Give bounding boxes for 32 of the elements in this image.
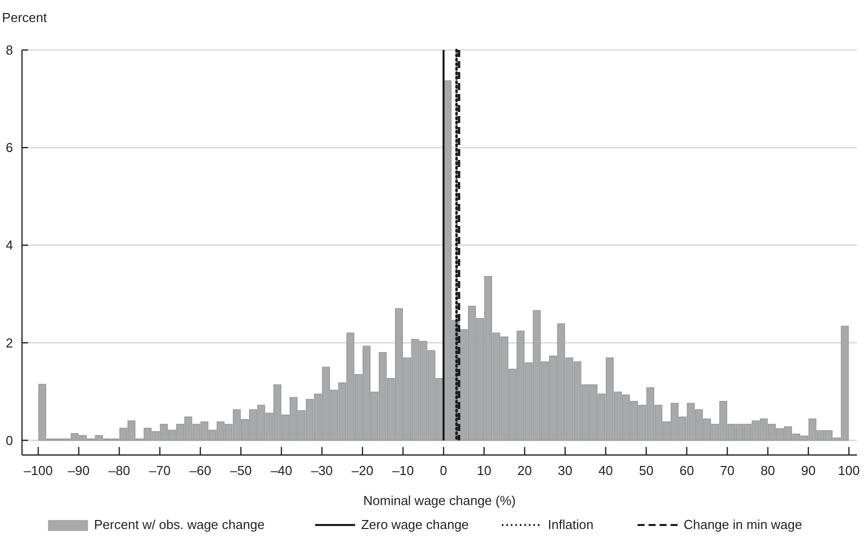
x-tick-label: –80	[108, 463, 130, 478]
x-tick-label: 0	[440, 463, 448, 478]
x-tick-label: 20	[517, 463, 532, 478]
y-tick-label: 6	[6, 140, 13, 156]
x-tick-label: –10	[392, 463, 414, 478]
x-tick-label: 80	[760, 463, 776, 478]
x-tick-label: –60	[190, 463, 212, 478]
x-tick-label: –100	[24, 463, 53, 478]
x-tick-label: 70	[720, 463, 735, 478]
legend-label: Inflation	[548, 517, 594, 532]
x-tick-label: –30	[311, 463, 333, 478]
legend-label: Zero wage change	[361, 517, 469, 532]
legend-label: Percent w/ obs. wage change	[94, 517, 265, 532]
x-tick-label: 50	[638, 463, 654, 478]
x-tick-label: 90	[801, 463, 816, 478]
y-tick-label: 4	[6, 238, 13, 253]
x-tick-label: 100	[838, 463, 860, 478]
y-axis-title: Percent	[2, 10, 48, 25]
x-tick-label: –40	[270, 463, 292, 478]
x-tick-label: –50	[230, 463, 252, 478]
legend-label: Change in min wage	[684, 517, 802, 532]
x-tick-label: 60	[680, 463, 694, 478]
y-tick-label: 2	[6, 335, 13, 350]
x-tick-label: 10	[476, 463, 492, 478]
x-tick-label: –20	[352, 463, 374, 478]
x-tick-label: –90	[68, 463, 90, 478]
x-tick-label: 40	[598, 463, 613, 478]
y-tick-label: 8	[6, 42, 13, 58]
x-tick-label: –70	[148, 463, 171, 478]
y-tick-label: 0	[6, 432, 13, 448]
x-tick-label: 30	[558, 463, 572, 478]
x-axis-title: Nominal wage change (%)	[363, 493, 516, 508]
